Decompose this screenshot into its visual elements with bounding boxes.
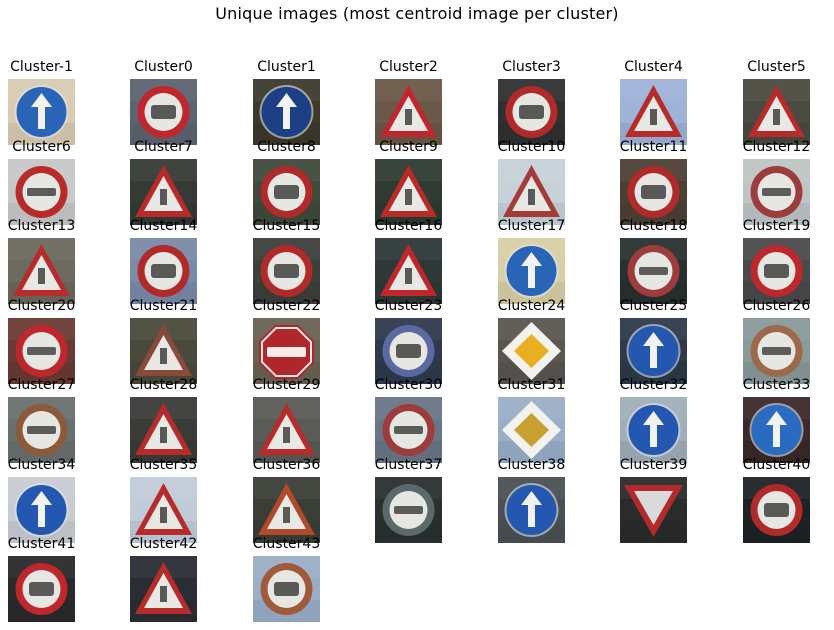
cluster-label: Cluster14 xyxy=(129,218,198,234)
cluster-label: Cluster43 xyxy=(252,536,321,552)
warning-triangle-sign-icon xyxy=(253,397,320,463)
cluster-label: Cluster20 xyxy=(7,298,76,314)
speed-limit-sign-icon xyxy=(375,318,442,384)
cluster-label: Cluster25 xyxy=(619,298,688,314)
warning-triangle-sign-icon xyxy=(375,159,442,225)
cluster-label: Cluster33 xyxy=(742,377,811,393)
round-blue-sign-icon xyxy=(498,238,565,304)
cluster-label: Cluster4 xyxy=(624,59,683,75)
speed-limit-sign-icon xyxy=(743,238,810,304)
warning-triangle-sign-icon xyxy=(375,79,442,145)
warning-triangle-sign-icon xyxy=(130,397,197,463)
cluster-label: Cluster37 xyxy=(374,457,443,473)
prohibition-sign-icon xyxy=(375,397,442,463)
speed-limit-sign-icon xyxy=(253,159,320,225)
round-blue-sign-icon xyxy=(498,477,565,543)
cluster-label: Cluster9 xyxy=(379,139,438,155)
cluster-label: Cluster35 xyxy=(129,457,198,473)
round-blue-sign-icon xyxy=(620,318,687,384)
cluster-label: Cluster16 xyxy=(374,218,443,234)
warning-triangle-sign-icon xyxy=(8,238,75,304)
round-blue-sign-icon xyxy=(743,397,810,463)
cluster-label: Cluster13 xyxy=(7,218,76,234)
speed-limit-sign-icon xyxy=(253,556,320,622)
cluster-label: Cluster24 xyxy=(497,298,566,314)
speed-limit-sign-icon xyxy=(743,477,810,543)
prohibition-sign-icon xyxy=(743,159,810,225)
cluster-label: Cluster26 xyxy=(742,298,811,314)
round-blue-sign-icon xyxy=(8,79,75,145)
prohibition-sign-icon xyxy=(8,318,75,384)
cluster-label: Cluster-1 xyxy=(10,59,73,75)
round-blue-sign-icon xyxy=(620,397,687,463)
cluster-label: Cluster42 xyxy=(129,536,198,552)
cluster-label: Cluster39 xyxy=(619,457,688,473)
cluster-label: Cluster6 xyxy=(12,139,71,155)
cluster-label: Cluster28 xyxy=(129,377,198,393)
speed-limit-sign-icon xyxy=(130,79,197,145)
cluster-label: Cluster17 xyxy=(497,218,566,234)
cluster-label: Cluster19 xyxy=(742,218,811,234)
speed-limit-sign-icon xyxy=(8,556,75,622)
warning-triangle-sign-icon xyxy=(253,477,320,543)
cluster-label: Cluster5 xyxy=(747,59,806,75)
cluster-label: Cluster29 xyxy=(252,377,321,393)
cluster-label: Cluster11 xyxy=(619,139,688,155)
cluster-label: Cluster34 xyxy=(7,457,76,473)
warning-triangle-sign-icon xyxy=(743,79,810,145)
cluster-label: Cluster30 xyxy=(374,377,443,393)
cluster-label: Cluster27 xyxy=(7,377,76,393)
warning-triangle-sign-icon xyxy=(130,159,197,225)
cluster-label: Cluster18 xyxy=(619,218,688,234)
warning-triangle-sign-icon xyxy=(620,79,687,145)
speed-limit-sign-icon xyxy=(253,238,320,304)
cluster-label: Cluster36 xyxy=(252,457,321,473)
cluster-label: Cluster0 xyxy=(134,59,193,75)
prohibition-sign-icon xyxy=(620,238,687,304)
speed-limit-sign-icon xyxy=(620,159,687,225)
cluster-label: Cluster21 xyxy=(129,298,198,314)
round-blue-sign-icon xyxy=(8,477,75,543)
cluster-label: Cluster1 xyxy=(257,59,316,75)
cluster-label: Cluster31 xyxy=(497,377,566,393)
prohibition-sign-icon xyxy=(743,318,810,384)
cluster-label: Cluster12 xyxy=(742,139,811,155)
prohibition-sign-icon xyxy=(375,477,442,543)
cluster-label: Cluster8 xyxy=(257,139,316,155)
warning-triangle-sign-icon xyxy=(375,238,442,304)
warning-triangle-sign-icon xyxy=(498,159,565,225)
priority-road-sign-icon xyxy=(498,318,565,384)
cluster-label: Cluster38 xyxy=(497,457,566,473)
cluster-label: Cluster41 xyxy=(7,536,76,552)
yield-sign-icon xyxy=(620,477,687,543)
cluster-label: Cluster10 xyxy=(497,139,566,155)
cluster-label: Cluster2 xyxy=(379,59,438,75)
cluster-label: Cluster23 xyxy=(374,298,443,314)
cluster-label: Cluster7 xyxy=(134,139,193,155)
warning-triangle-sign-icon xyxy=(130,556,197,622)
stop-sign-icon xyxy=(253,318,320,384)
prohibition-sign-icon xyxy=(8,159,75,225)
cluster-label: Cluster22 xyxy=(252,298,321,314)
priority-road-sign-icon xyxy=(498,397,565,463)
warning-triangle-sign-icon xyxy=(130,477,197,543)
figure-title: Unique images (most centroid image per c… xyxy=(215,4,619,23)
cluster-label: Cluster3 xyxy=(502,59,561,75)
round-blue-sign-icon xyxy=(253,79,320,145)
warning-triangle-sign-icon xyxy=(130,318,197,384)
cluster-label: Cluster32 xyxy=(619,377,688,393)
cluster-label: Cluster15 xyxy=(252,218,321,234)
cluster-label: Cluster40 xyxy=(742,457,811,473)
speed-limit-sign-icon xyxy=(498,79,565,145)
prohibition-sign-icon xyxy=(8,397,75,463)
speed-limit-sign-icon xyxy=(130,238,197,304)
